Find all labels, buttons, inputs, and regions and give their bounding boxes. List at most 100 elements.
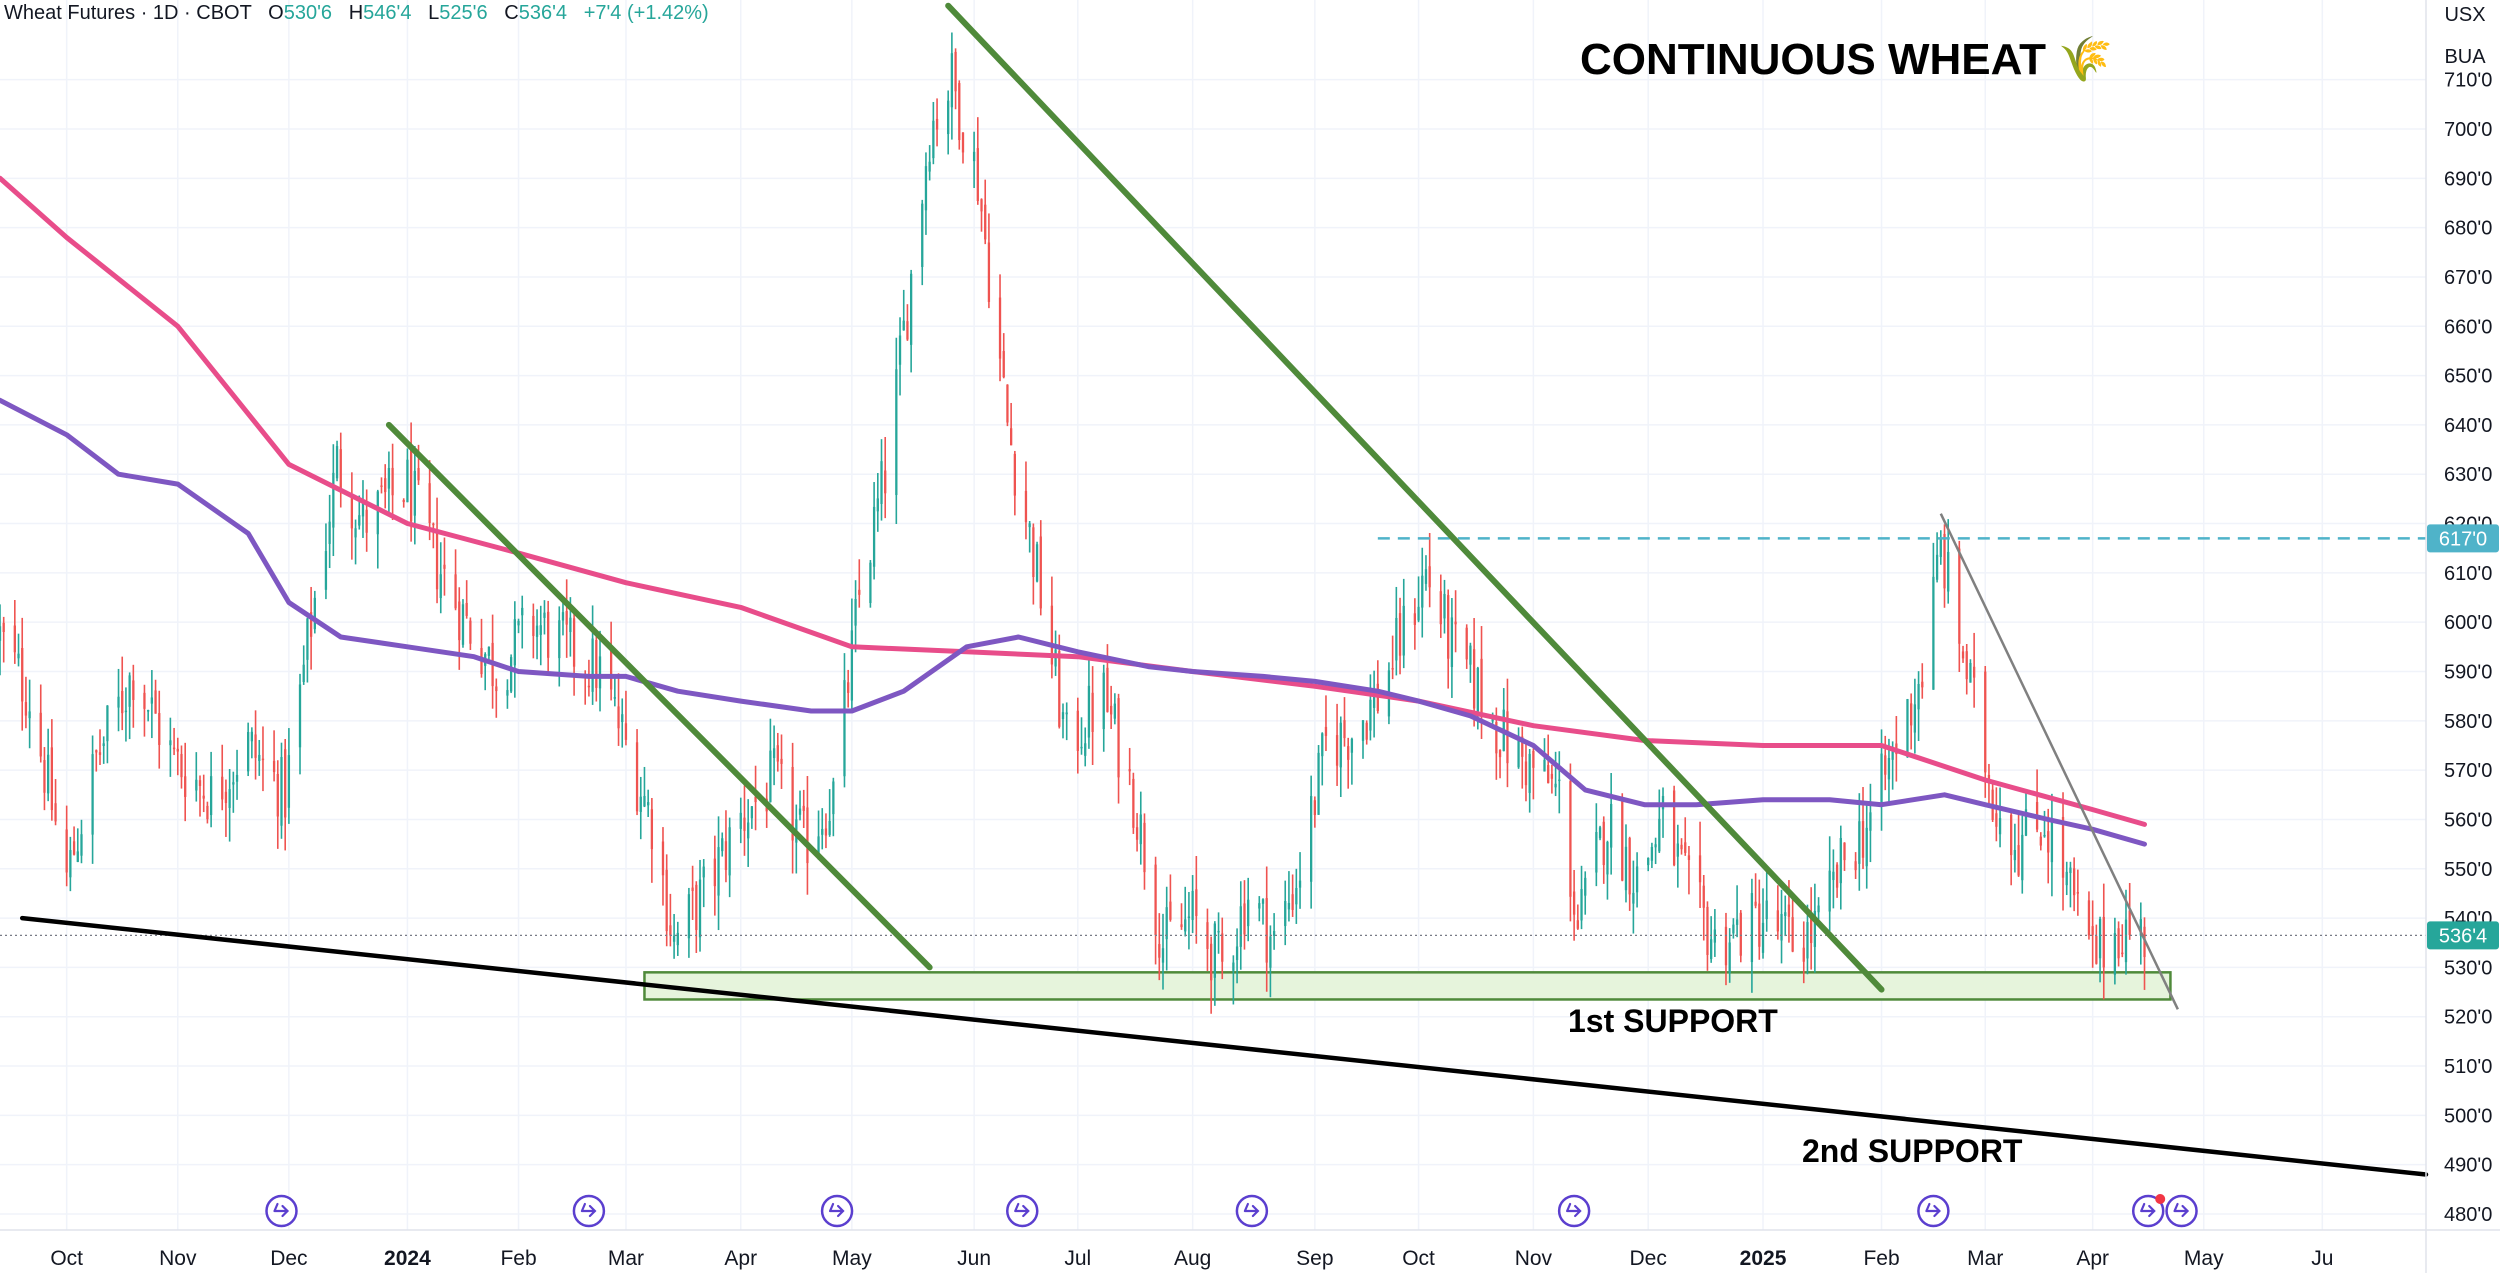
candle-body xyxy=(539,625,542,635)
candle-body xyxy=(1969,662,1972,683)
candle-body xyxy=(2117,928,2120,959)
candle-body xyxy=(880,461,883,505)
candle-body xyxy=(506,690,509,696)
candle-body xyxy=(1817,905,1820,913)
candle-body xyxy=(2091,926,2094,935)
candle-body xyxy=(1235,946,1239,961)
y-tick-label: 590'0 xyxy=(2444,662,2492,684)
candle-body xyxy=(535,625,539,637)
candle-body xyxy=(821,828,824,835)
candle-body xyxy=(902,320,905,331)
candle-body xyxy=(2043,834,2046,837)
x-tick-label: Ju xyxy=(2311,1247,2333,1270)
y-tick-label: 480'0 xyxy=(2444,1204,2492,1226)
candle-body xyxy=(776,745,779,762)
symbol-label[interactable]: Wheat Futures · 1D · CBOT xyxy=(4,2,252,24)
y-tick-label: 500'0 xyxy=(2444,1105,2492,1127)
candle-body xyxy=(1754,901,1757,906)
candle-body xyxy=(247,732,250,772)
candle-body xyxy=(465,602,468,616)
candle-body xyxy=(898,335,902,365)
candle-body xyxy=(1602,821,1605,866)
candle-body xyxy=(1995,813,1998,827)
candle-body xyxy=(1547,765,1550,784)
candle-body xyxy=(713,858,716,887)
candle-body xyxy=(1395,617,1398,661)
candle-body xyxy=(180,753,183,778)
x-tick-label: Oct xyxy=(1402,1247,1435,1270)
trendline xyxy=(385,421,933,971)
candle-body xyxy=(1480,658,1483,714)
candle-body xyxy=(428,483,431,523)
candle-body xyxy=(1339,722,1342,768)
unit-button[interactable]: BUA xyxy=(2444,46,2486,68)
candle-body xyxy=(1658,818,1661,852)
candle-body xyxy=(1476,667,1479,712)
candle-body xyxy=(617,706,620,729)
candle-body xyxy=(284,749,287,818)
candle-body xyxy=(39,712,42,757)
candle-body xyxy=(724,841,728,871)
candle-body xyxy=(747,822,750,839)
candle-body xyxy=(728,827,731,876)
candle-body xyxy=(1576,920,1579,929)
currency-button[interactable]: USX xyxy=(2444,4,2486,26)
candle-body xyxy=(413,470,416,516)
low-label: L xyxy=(428,2,440,24)
last-price-label-bg xyxy=(2427,921,2499,950)
event-marker-glyph xyxy=(2140,1202,2156,1218)
candle-body xyxy=(1247,899,1250,927)
candle-body xyxy=(1187,916,1191,919)
candle-body xyxy=(2102,916,2105,968)
candle-body xyxy=(1854,861,1857,871)
candle-body xyxy=(1135,827,1139,840)
candle-body xyxy=(558,620,561,659)
candle-body xyxy=(869,562,872,604)
candle-body xyxy=(339,449,342,491)
candle-body xyxy=(1710,939,1713,960)
candle-body xyxy=(1861,821,1865,858)
x-tick-label: Oct xyxy=(50,1247,83,1270)
candle-body xyxy=(176,748,179,752)
candle-body xyxy=(1958,548,1961,644)
candle-body xyxy=(1050,605,1054,665)
candle-body xyxy=(1298,880,1302,888)
candle-body xyxy=(198,780,202,786)
candle-body xyxy=(1791,917,1794,952)
y-tick-label: 580'0 xyxy=(2444,711,2492,733)
candle-body xyxy=(1091,692,1094,732)
candle-body xyxy=(1735,919,1739,925)
candle-body xyxy=(1517,738,1520,768)
candle-body xyxy=(432,523,435,526)
candle-body xyxy=(1372,689,1376,708)
candle-body xyxy=(409,450,413,522)
candle-body xyxy=(1310,796,1313,882)
candle-body xyxy=(972,151,976,162)
candle-body xyxy=(24,702,28,716)
candle-body xyxy=(1598,827,1602,839)
candle-body xyxy=(1350,738,1354,753)
candle-body xyxy=(17,653,20,659)
candle-body xyxy=(1347,746,1350,760)
candle-body xyxy=(2139,919,2142,936)
candle-body xyxy=(691,887,694,892)
candle-body xyxy=(1324,726,1328,736)
candle-body xyxy=(1424,569,1428,584)
candle-body xyxy=(1361,720,1365,741)
candle-body xyxy=(1158,944,1161,958)
candle-body xyxy=(106,705,109,742)
candle-body xyxy=(1887,757,1891,780)
candle-body xyxy=(998,297,1002,359)
candle-body xyxy=(143,692,146,709)
candle-body xyxy=(1921,681,1924,688)
candle-body xyxy=(884,470,887,494)
candle-body xyxy=(647,802,650,806)
support-line xyxy=(19,915,2429,1177)
candle-body xyxy=(1243,903,1246,935)
candle-body xyxy=(513,619,516,666)
candle-body xyxy=(1109,705,1113,715)
last-price-label: 536'4 xyxy=(2439,925,2487,947)
y-tick-label: 610'0 xyxy=(2444,563,2492,585)
